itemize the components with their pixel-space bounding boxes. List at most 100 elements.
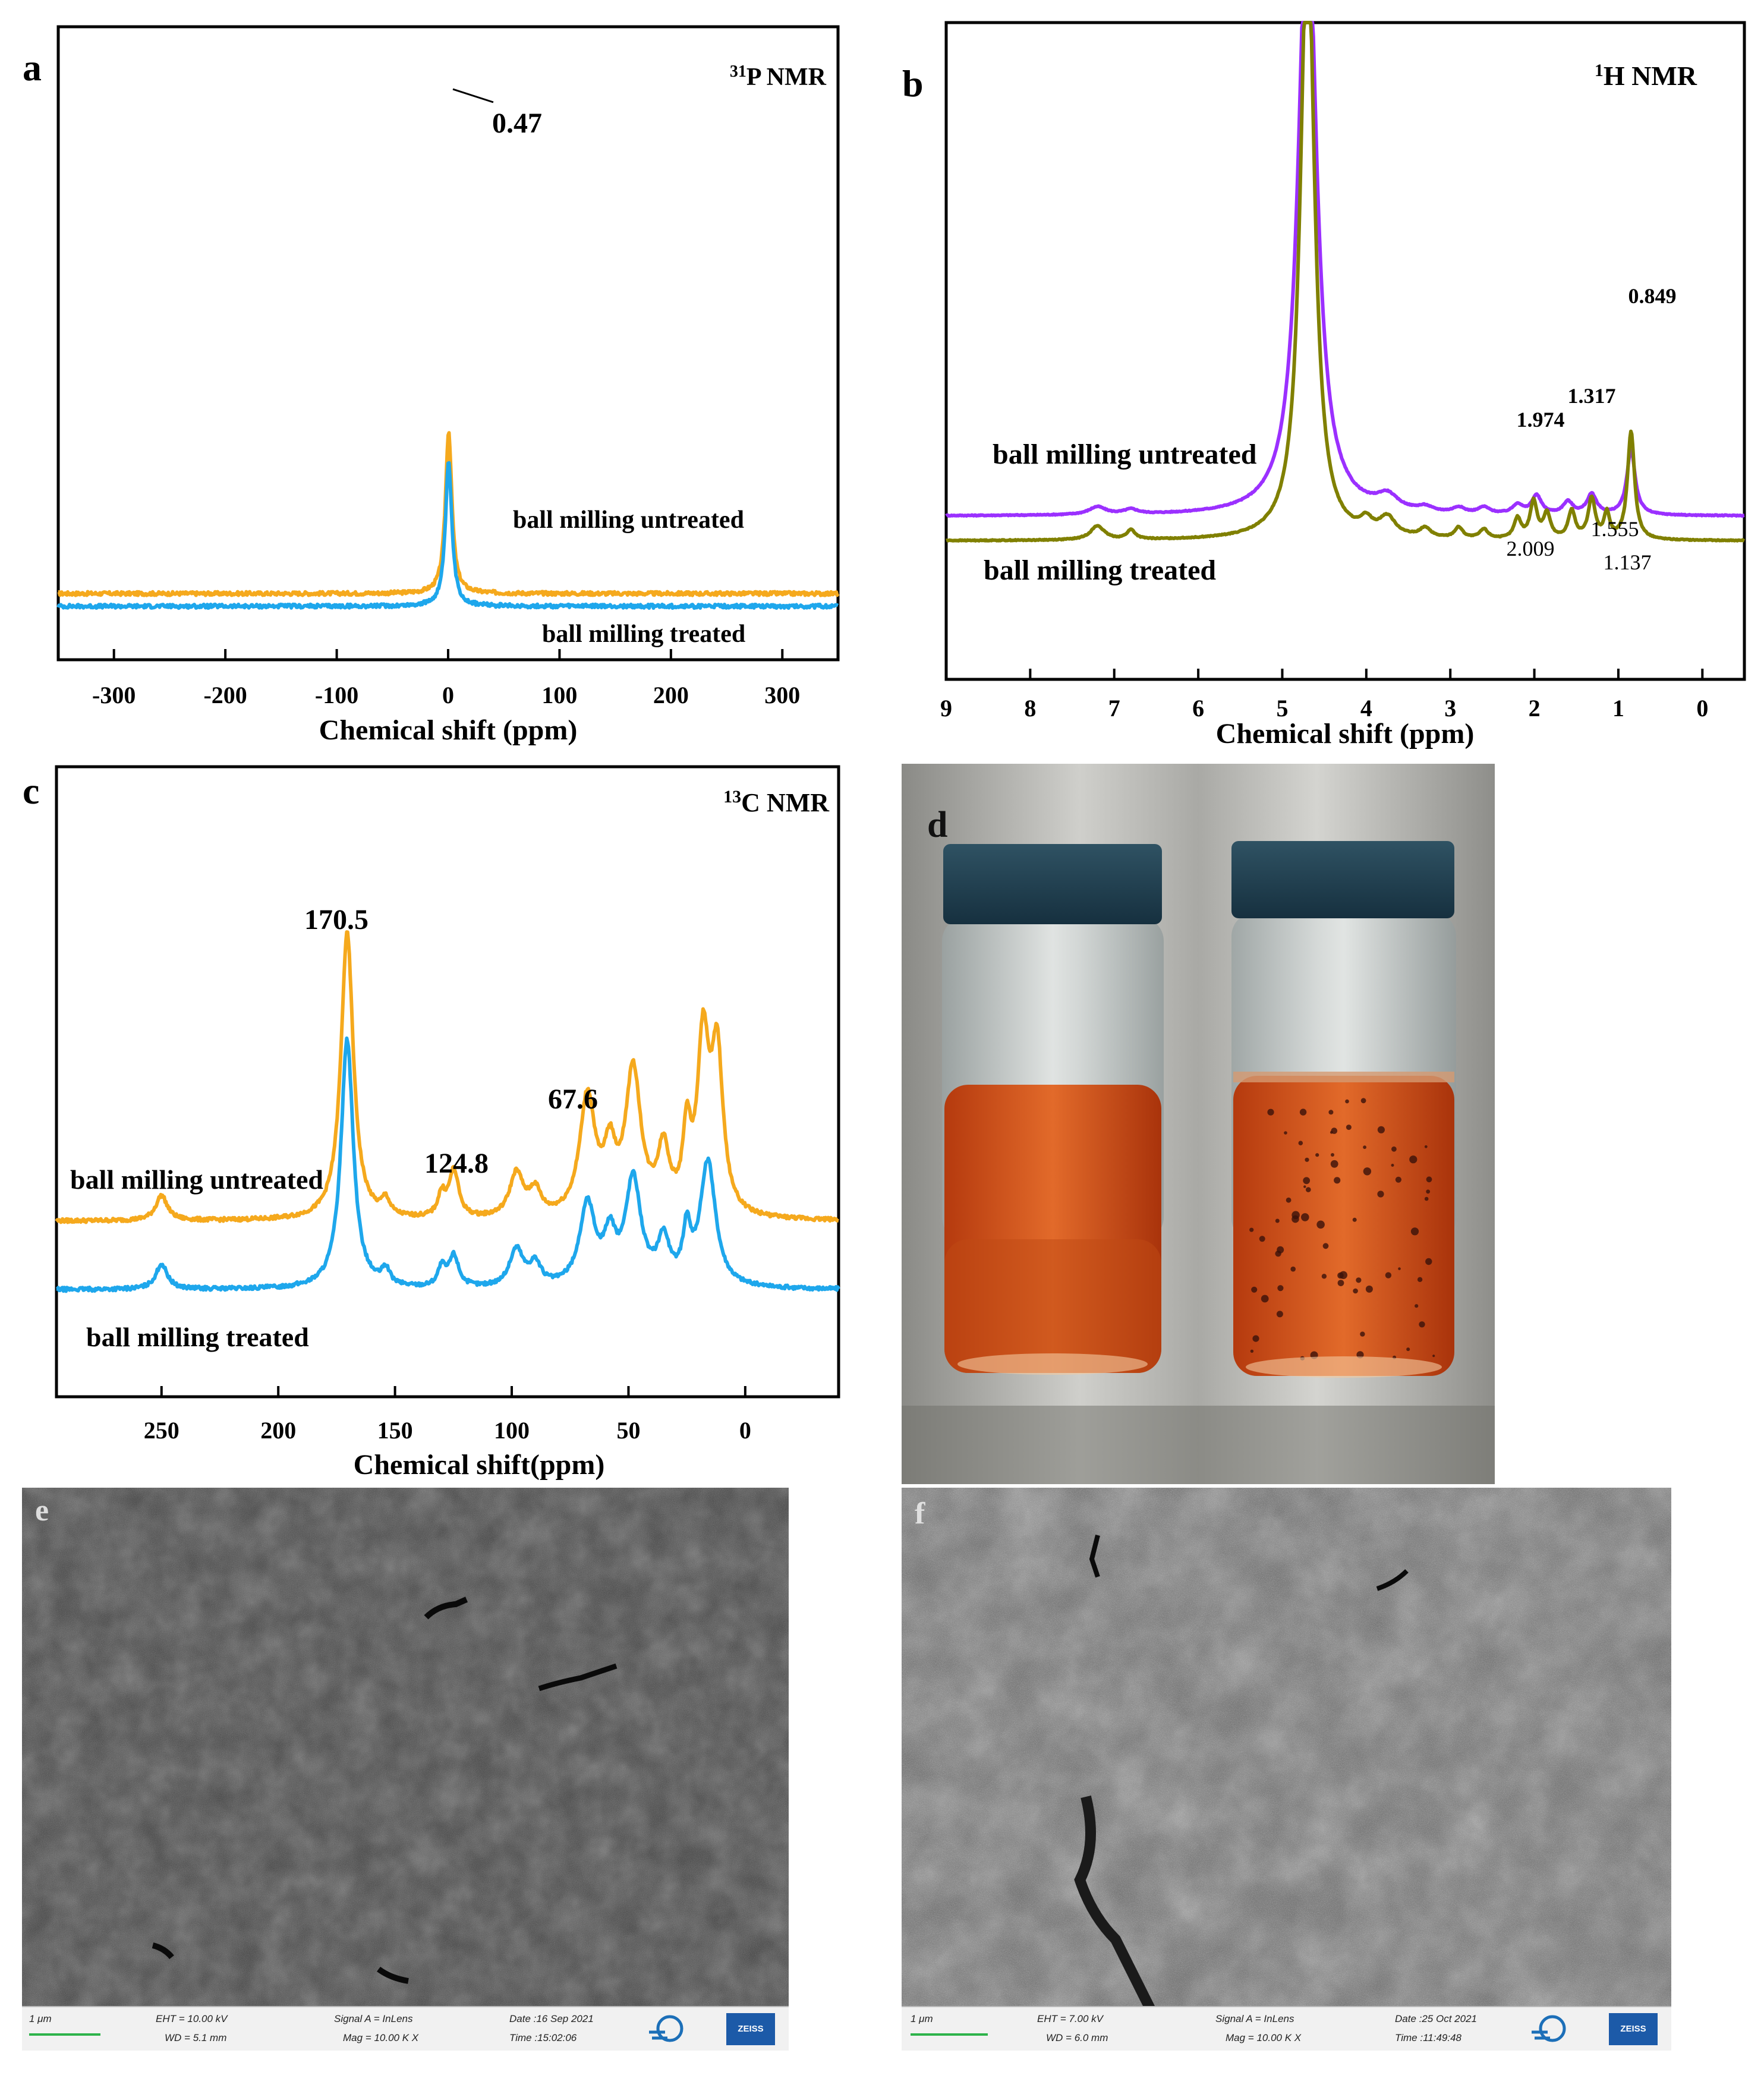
particle	[1259, 1236, 1265, 1242]
sem-e-date: Date :16 Sep 2021	[509, 2013, 594, 2024]
sem-e-eht: EHT = 10.00 kV	[156, 2013, 228, 2024]
legend-untreated-a: ball milling untreated	[513, 506, 744, 534]
x-tick-label-b-1: 8	[1024, 695, 1036, 722]
particle	[1321, 1274, 1327, 1279]
particle	[1276, 1311, 1283, 1318]
particle	[1249, 1227, 1254, 1232]
x-axis-label-c: Chemical shift(ppm)	[354, 1449, 605, 1481]
series-line-b-treated	[945, 21, 1746, 543]
particle	[1331, 1128, 1338, 1134]
x-tick-label-c-3: 100	[494, 1417, 530, 1444]
particle	[1277, 1246, 1284, 1254]
chart-title-a-main: P NMR	[746, 64, 827, 91]
series-line-c-treated	[55, 1036, 840, 1293]
peak-label-b-1137: 1.137	[1604, 550, 1652, 574]
particle	[1345, 1099, 1349, 1104]
sem-f-eht: EHT = 7.00 kV	[1037, 2013, 1104, 2024]
legend-untreated-b: ball milling untreated	[993, 439, 1257, 470]
peak-label-b-2009: 2.009	[1507, 537, 1555, 560]
legend-treated-a: ball milling treated	[542, 621, 745, 648]
particle	[1250, 1349, 1254, 1353]
vials-illustration: d	[902, 764, 1495, 1484]
sem-e-zeiss-logo: ZEISS	[726, 2013, 775, 2045]
x-tick-label-a-1: -200	[203, 682, 247, 708]
peak-label-c-1705: 170.5	[304, 904, 368, 936]
sem-e-wd: WD = 5.1 mm	[165, 2032, 227, 2043]
series-line-b-untreated	[945, 21, 1746, 518]
particle	[1339, 1271, 1347, 1279]
sem-f-mag: Mag = 10.00 K X	[1226, 2032, 1302, 2043]
particle	[1353, 1288, 1358, 1294]
x-tick-label-c-2: 150	[377, 1417, 413, 1444]
curves-b	[945, 21, 1746, 543]
chart-title-a-sup: 31	[730, 62, 746, 81]
particle	[1267, 1108, 1274, 1116]
sem-f-image: f	[902, 1488, 1671, 2051]
x-tick-label-a-3: 0	[442, 682, 454, 708]
panel-letter-c: c	[23, 770, 39, 812]
particle	[1316, 1220, 1325, 1229]
panel-e-sem: e 1 μm EHT = 10.00 kV WD = 5.1 mm Signal…	[22, 1488, 789, 2051]
particle	[1290, 1266, 1296, 1272]
particle	[1391, 1164, 1394, 1167]
particle	[1275, 1218, 1280, 1223]
particle	[1377, 1191, 1384, 1198]
vial-right-particles	[1249, 1098, 1435, 1360]
sem-f-institute-logo-icon	[1532, 2015, 1566, 2042]
vial-right-liquid	[1233, 1076, 1454, 1376]
x-tick-label-a-4: 100	[541, 682, 577, 708]
sem-e-info-bar: 1 μm EHT = 10.00 kV WD = 5.1 mm Signal A…	[22, 2006, 789, 2051]
particle	[1398, 1267, 1401, 1270]
particle	[1432, 1355, 1435, 1358]
panel-a: a -300 -200 -100 0 100 200 300 31P NMR 0.47 ba…	[23, 25, 840, 746]
particle	[1337, 1280, 1344, 1286]
sem-f-zeiss-logo: ZEISS	[1609, 2013, 1658, 2045]
particle	[1385, 1272, 1392, 1278]
series-line-a-treated	[56, 461, 839, 610]
x-tick-label-b-2: 7	[1108, 695, 1120, 722]
particle	[1334, 1177, 1341, 1184]
panel-letter-b: b	[902, 62, 924, 105]
panel-letter-a: a	[23, 46, 42, 89]
particle	[1305, 1157, 1309, 1162]
particle	[1424, 1196, 1429, 1201]
sem-e-texture-fine	[22, 1488, 789, 2051]
sem-e-signal: Signal A = InLens	[334, 2013, 413, 2024]
particle	[1292, 1215, 1299, 1223]
particle	[1356, 1277, 1362, 1283]
particle	[1330, 1160, 1338, 1168]
x-tick-label-b-9: 0	[1696, 695, 1708, 722]
x-axis-ticks-a: -300 -200 -100 0 100 200 300	[92, 649, 800, 708]
vial-left-reflection	[957, 1353, 1148, 1375]
sem-f-crack-2	[1376, 1569, 1409, 1591]
x-tick-label-c-5: 0	[739, 1417, 751, 1444]
sem-e-institute-logo-icon	[649, 2015, 683, 2042]
sem-f-wd: WD = 6.0 mm	[1046, 2032, 1108, 2043]
x-tick-label-b-3: 6	[1192, 695, 1204, 722]
particle	[1352, 1217, 1357, 1222]
peak-leader-a	[452, 88, 494, 103]
particle	[1417, 1277, 1423, 1282]
legend-treated-b: ball milling treated	[984, 555, 1216, 586]
vial-right-cap	[1231, 841, 1454, 918]
series-line-a-untreated	[57, 431, 840, 597]
chart-title-c-main: C NMR	[741, 788, 830, 817]
particle	[1306, 1187, 1311, 1192]
particle	[1360, 1331, 1365, 1337]
particle	[1301, 1213, 1309, 1221]
sem-f-texture-fine	[902, 1488, 1671, 2051]
x-tick-label-b-8: 1	[1612, 695, 1624, 722]
x-tick-label-a-2: -100	[315, 682, 358, 708]
particle	[1315, 1153, 1319, 1157]
x-tick-label-b-5: 4	[1360, 695, 1372, 722]
particle	[1409, 1155, 1418, 1164]
x-tick-label-b-4: 5	[1276, 695, 1288, 722]
peak-label-b-1974: 1.974	[1517, 408, 1565, 432]
x-tick-label-a-6: 300	[764, 682, 800, 708]
vial-left-cap	[943, 844, 1162, 924]
sem-f-scale-bar	[911, 2033, 988, 2036]
particle	[1303, 1177, 1311, 1185]
particle	[1406, 1347, 1410, 1352]
particle	[1419, 1321, 1425, 1328]
